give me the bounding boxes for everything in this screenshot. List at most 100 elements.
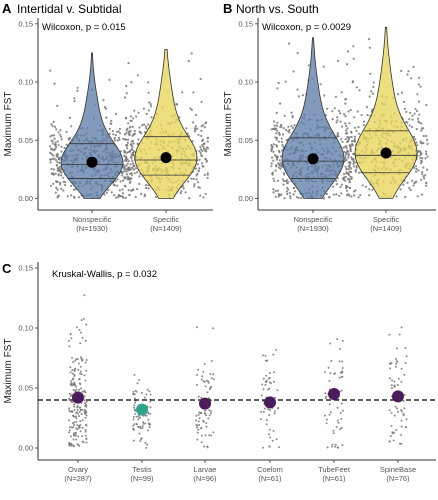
data-point <box>197 170 200 173</box>
data-point <box>69 395 72 397</box>
data-point <box>123 170 126 173</box>
data-point <box>347 161 350 164</box>
data-point <box>343 150 346 154</box>
data-point <box>319 83 322 86</box>
data-point <box>108 127 111 130</box>
data-point <box>342 178 345 181</box>
data-point <box>73 403 76 406</box>
jitter-points-larvae <box>195 326 215 449</box>
data-point <box>199 151 202 155</box>
data-point <box>113 139 116 142</box>
data-point <box>125 151 128 154</box>
data-point <box>340 91 343 94</box>
data-point <box>358 89 361 92</box>
data-point <box>328 403 331 406</box>
data-point <box>412 135 416 138</box>
data-point <box>147 123 150 126</box>
data-point <box>142 421 145 424</box>
data-point <box>328 380 331 382</box>
data-point <box>393 380 396 383</box>
data-point <box>198 424 201 426</box>
data-point <box>334 445 336 448</box>
data-point <box>402 183 405 186</box>
data-point <box>336 132 339 135</box>
data-point <box>212 431 215 434</box>
data-point <box>370 90 373 93</box>
data-point <box>129 163 132 166</box>
jitter-points-ovary <box>68 294 88 448</box>
data-point <box>425 152 428 156</box>
data-point <box>79 372 82 375</box>
data-point <box>85 411 88 414</box>
mean-point-coelom <box>264 396 276 409</box>
data-point <box>344 156 347 159</box>
data-point <box>145 186 148 190</box>
data-point <box>345 184 348 187</box>
data-point <box>136 74 139 77</box>
data-point <box>327 366 330 369</box>
data-point <box>81 359 83 362</box>
data-point <box>104 107 108 110</box>
data-point <box>359 194 362 197</box>
data-point <box>325 192 328 196</box>
data-point <box>338 109 341 112</box>
data-point <box>84 434 87 437</box>
data-point <box>134 401 137 404</box>
data-point <box>205 414 208 417</box>
panel-a-ylabel: Maximum FST <box>3 92 14 157</box>
data-point <box>204 157 207 161</box>
data-point <box>202 196 205 199</box>
data-point <box>70 393 73 396</box>
violin-specific <box>134 49 198 199</box>
data-point <box>281 178 284 181</box>
data-point <box>75 417 78 420</box>
data-point <box>206 140 209 143</box>
data-point <box>393 431 396 434</box>
data-point <box>146 388 149 391</box>
data-point <box>279 123 283 126</box>
data-point <box>78 411 81 413</box>
data-point <box>351 143 354 146</box>
data-point <box>336 338 339 341</box>
data-point <box>334 443 337 446</box>
data-point <box>334 95 337 98</box>
data-point <box>84 405 87 407</box>
data-point <box>395 429 398 431</box>
data-point <box>267 388 270 391</box>
data-point <box>404 120 408 124</box>
data-point <box>85 323 88 326</box>
data-point <box>345 129 348 132</box>
mean-point-nonspecific <box>307 153 319 165</box>
data-point <box>270 143 273 147</box>
data-point <box>138 379 141 381</box>
data-point <box>273 180 276 183</box>
data-point <box>348 178 351 181</box>
data-point <box>58 169 61 172</box>
data-point <box>420 159 423 162</box>
data-point <box>196 431 199 434</box>
data-point <box>388 333 391 336</box>
data-point <box>193 127 196 130</box>
data-point <box>394 405 397 408</box>
data-point <box>335 425 338 428</box>
data-point <box>200 134 203 138</box>
data-point <box>195 426 198 429</box>
data-point <box>426 168 429 171</box>
data-point <box>195 423 198 426</box>
data-point <box>267 408 269 411</box>
data-point <box>133 393 136 396</box>
data-point <box>76 358 79 361</box>
data-point <box>326 107 329 110</box>
data-point <box>204 385 207 388</box>
data-point <box>282 133 285 136</box>
jitter-points-tubefeet <box>324 338 344 449</box>
data-point <box>73 196 76 199</box>
data-point <box>301 94 304 97</box>
data-point <box>402 412 405 415</box>
data-point <box>404 361 407 364</box>
data-point <box>287 188 290 191</box>
data-point <box>53 137 56 140</box>
data-point <box>192 177 195 180</box>
data-point <box>339 428 342 430</box>
data-point <box>131 174 134 177</box>
